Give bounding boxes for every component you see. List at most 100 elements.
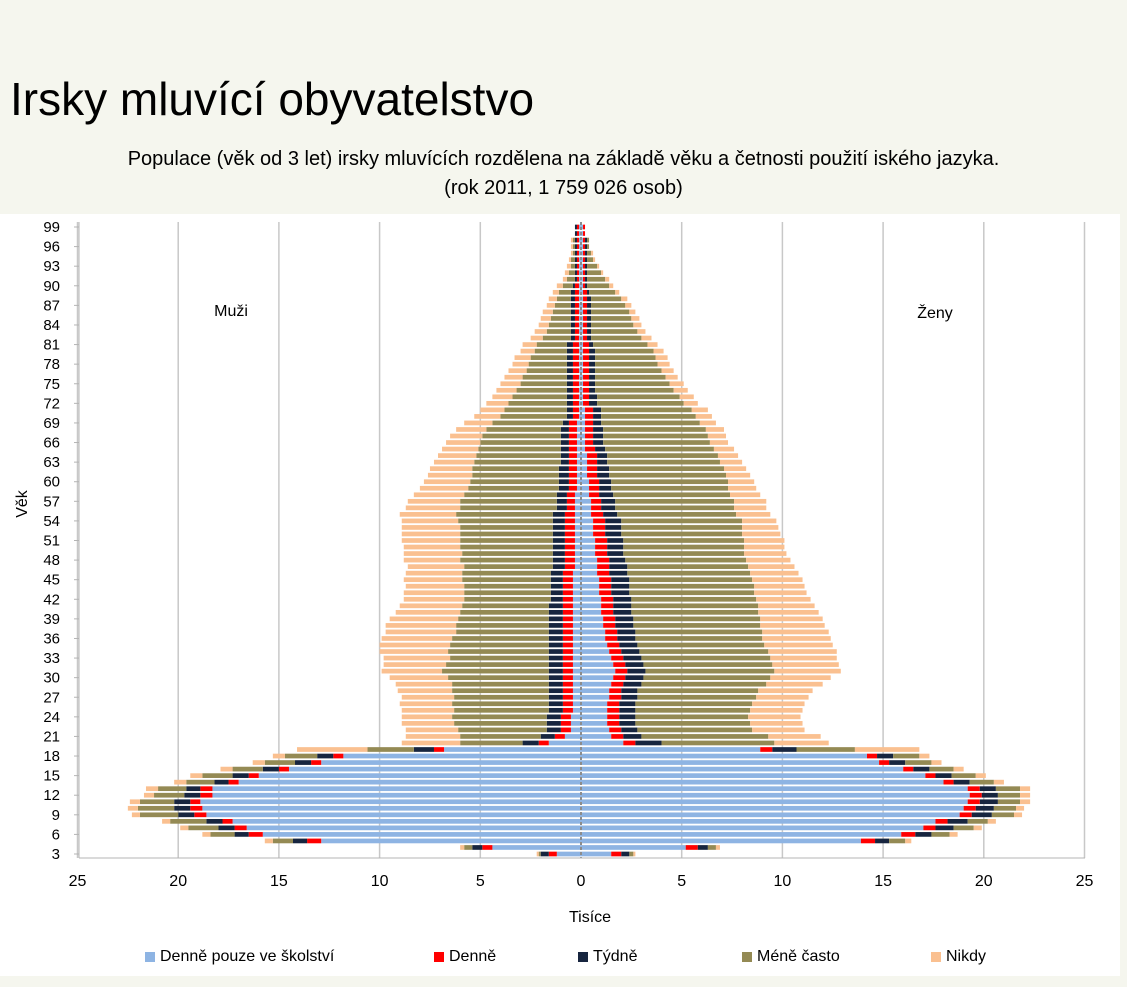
- bar-male-segment: [500, 381, 521, 387]
- bar-male-segment: [190, 805, 203, 811]
- bar-male-segment: [492, 845, 581, 850]
- bar-female-segment: [879, 760, 890, 765]
- bar-female-segment: [629, 851, 634, 857]
- legend-label: Týdně: [593, 948, 638, 965]
- bar-male-segment: [170, 818, 207, 824]
- bar-female-segment: [756, 694, 809, 700]
- bar-female-segment: [657, 361, 670, 367]
- bar-male-segment: [576, 466, 581, 472]
- bar-female-segment: [581, 694, 610, 700]
- bar-male-segment: [578, 231, 581, 236]
- bar-male-segment: [162, 818, 171, 824]
- bar-female-segment: [723, 466, 747, 472]
- bar-female-segment: [589, 361, 596, 367]
- bar-male-segment: [214, 779, 229, 785]
- bar-male-segment: [570, 303, 575, 308]
- y-tick-label: 24: [43, 709, 60, 726]
- bar-male-segment: [454, 694, 549, 700]
- bar-male-segment: [572, 707, 581, 713]
- bar-male-segment: [574, 544, 581, 550]
- bar-female-segment: [617, 629, 636, 635]
- bar-female-segment: [760, 747, 773, 752]
- bar-female-segment: [581, 675, 614, 681]
- bar-male-segment: [548, 623, 563, 628]
- bar-male-segment: [399, 603, 463, 609]
- bar-female-segment: [997, 799, 1021, 805]
- bar-male-segment: [186, 779, 215, 785]
- bar-male-segment: [578, 303, 581, 308]
- bar-male-segment: [574, 296, 579, 302]
- bar-male-segment: [486, 427, 561, 432]
- bar-male-segment: [576, 472, 581, 478]
- bar-female-segment: [603, 433, 708, 439]
- bar-male-segment: [572, 688, 581, 694]
- bar-female-segment: [637, 329, 646, 334]
- bar-male-segment: [558, 479, 569, 485]
- bar-male-segment: [562, 420, 569, 426]
- bar-female-segment: [762, 629, 829, 635]
- bar-female-segment: [707, 845, 716, 850]
- bar-female-segment: [583, 296, 588, 302]
- bar-male-segment: [578, 407, 581, 413]
- bar-male-segment: [568, 446, 577, 452]
- bar-female-segment: [585, 237, 588, 243]
- bar-female-segment: [748, 564, 795, 569]
- bar-male-segment: [572, 381, 579, 387]
- bar-female-segment: [603, 427, 706, 432]
- bar-female-segment: [715, 845, 720, 850]
- bar-female-segment: [585, 257, 588, 263]
- bar-male-segment: [474, 459, 561, 465]
- bar-female-segment: [633, 851, 636, 857]
- bar-female-segment: [583, 289, 588, 295]
- bar-male-segment: [464, 596, 551, 602]
- bar-male-segment: [210, 832, 235, 837]
- bar-male-segment: [504, 374, 523, 380]
- bar-male-segment: [572, 348, 579, 354]
- bar-male-segment: [202, 773, 233, 778]
- bar-male-segment: [572, 694, 581, 700]
- y-tick-label: 3: [52, 846, 60, 863]
- bar-male-segment: [574, 309, 579, 315]
- bar-male-segment: [262, 832, 581, 837]
- bar-female-segment: [611, 851, 622, 857]
- bar-male-segment: [558, 485, 569, 491]
- bar-female-segment: [963, 805, 976, 811]
- bar-female-segment: [583, 387, 590, 393]
- bar-male-segment: [548, 642, 563, 648]
- bar-female-segment: [597, 263, 600, 269]
- bar-female-segment: [772, 662, 839, 667]
- bar-male-segment: [572, 342, 579, 347]
- bar-male-segment: [450, 655, 549, 661]
- bar-male-segment: [546, 303, 555, 308]
- bar-female-segment: [744, 544, 785, 550]
- bar-female-segment: [619, 642, 638, 648]
- bar-male-segment: [460, 734, 541, 739]
- bar-male-segment: [574, 244, 577, 249]
- bar-female-segment: [597, 453, 608, 458]
- bar-female-segment: [709, 440, 729, 445]
- bar-male-segment: [576, 231, 579, 236]
- bar-female-segment: [581, 603, 602, 609]
- bar-female-segment: [623, 544, 745, 550]
- bar-male-segment: [186, 786, 201, 792]
- bar-male-segment: [578, 244, 581, 249]
- bar-female-segment: [774, 668, 841, 674]
- bar-male-segment: [538, 322, 549, 328]
- bar-female-segment: [589, 479, 600, 485]
- bar-male-segment: [546, 727, 561, 733]
- bar-female-segment: [623, 734, 642, 739]
- bar-male-segment: [578, 296, 581, 302]
- bar-female-segment: [581, 655, 612, 661]
- bar-female-segment: [581, 727, 610, 733]
- bar-female-segment: [611, 734, 624, 739]
- bar-male-segment: [568, 257, 571, 263]
- bar-male-segment: [572, 675, 581, 681]
- bar-female-segment: [583, 368, 590, 374]
- bar-male-segment: [284, 753, 318, 759]
- bar-male-segment: [562, 629, 573, 635]
- bar-female-segment: [581, 342, 584, 347]
- bar-female-segment: [597, 570, 610, 576]
- bar-male-segment: [574, 518, 581, 524]
- bar-male-segment: [530, 335, 543, 341]
- bar-male-segment: [562, 707, 573, 713]
